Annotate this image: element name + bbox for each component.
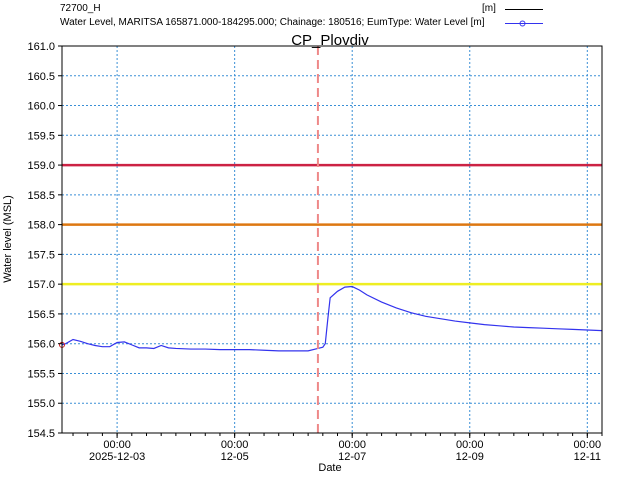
legend-label-2: Water Level, MARITSA 165871.000-184295.0…	[60, 17, 485, 28]
y-tick-label: 155.5	[27, 368, 55, 380]
legend-swatch-2	[505, 23, 543, 24]
x-tick-time: 00:00	[103, 439, 131, 451]
legend-swatch-1	[505, 9, 543, 10]
y-axis-label: Water level (MSL)	[2, 195, 14, 283]
y-tick-label: 157.0	[27, 279, 55, 291]
x-tick-time: 00:00	[221, 439, 249, 451]
y-tick-label: 160.0	[27, 101, 55, 113]
y-tick-label: 156.0	[27, 339, 55, 351]
y-tick-label: 158.0	[27, 220, 55, 232]
y-tick-label: 156.5	[27, 309, 55, 321]
x-axis-label: Date	[318, 462, 341, 474]
legend-marker-2	[519, 20, 526, 27]
legend-label-1: 72700_H	[60, 3, 101, 14]
legend-unit-1: [m]	[482, 3, 496, 14]
x-tick-date: 12-09	[456, 451, 484, 463]
x-tick-date: 12-07	[338, 451, 366, 463]
y-tick-label: 160.5	[27, 71, 55, 83]
axes: 154.5 155.0 155.5 156.0 156.5 157.0 157.5 158.0…	[27, 41, 603, 463]
x-tick-date: 2025-12-03	[89, 451, 145, 463]
chart-title: CP_Plovdiv	[291, 32, 369, 49]
plot-border	[61, 45, 603, 434]
x-tick-time: 00:00	[574, 439, 602, 451]
y-tick-label: 157.5	[27, 249, 55, 261]
series-line	[61, 285, 603, 352]
x-tick-time: 00:00	[338, 439, 366, 451]
grid	[62, 46, 602, 433]
y-tick-label: 159.0	[27, 160, 55, 172]
x-tick-time: 00:00	[456, 439, 484, 451]
y-tick-label: 161.0	[27, 41, 55, 53]
legend: 72700_H [m] Water Level, MARITSA 165871.…	[0, 0, 640, 30]
threshold-lines	[62, 163, 602, 286]
y-tick-label: 159.5	[27, 130, 55, 142]
y-tick-label: 155.0	[27, 398, 55, 410]
y-tick-label: 158.5	[27, 190, 55, 202]
x-tick-date: 12-11	[574, 451, 601, 463]
x-tick-date: 12-05	[221, 451, 249, 463]
y-tick-label: 154.5	[27, 428, 55, 440]
series-layer	[59, 285, 603, 352]
